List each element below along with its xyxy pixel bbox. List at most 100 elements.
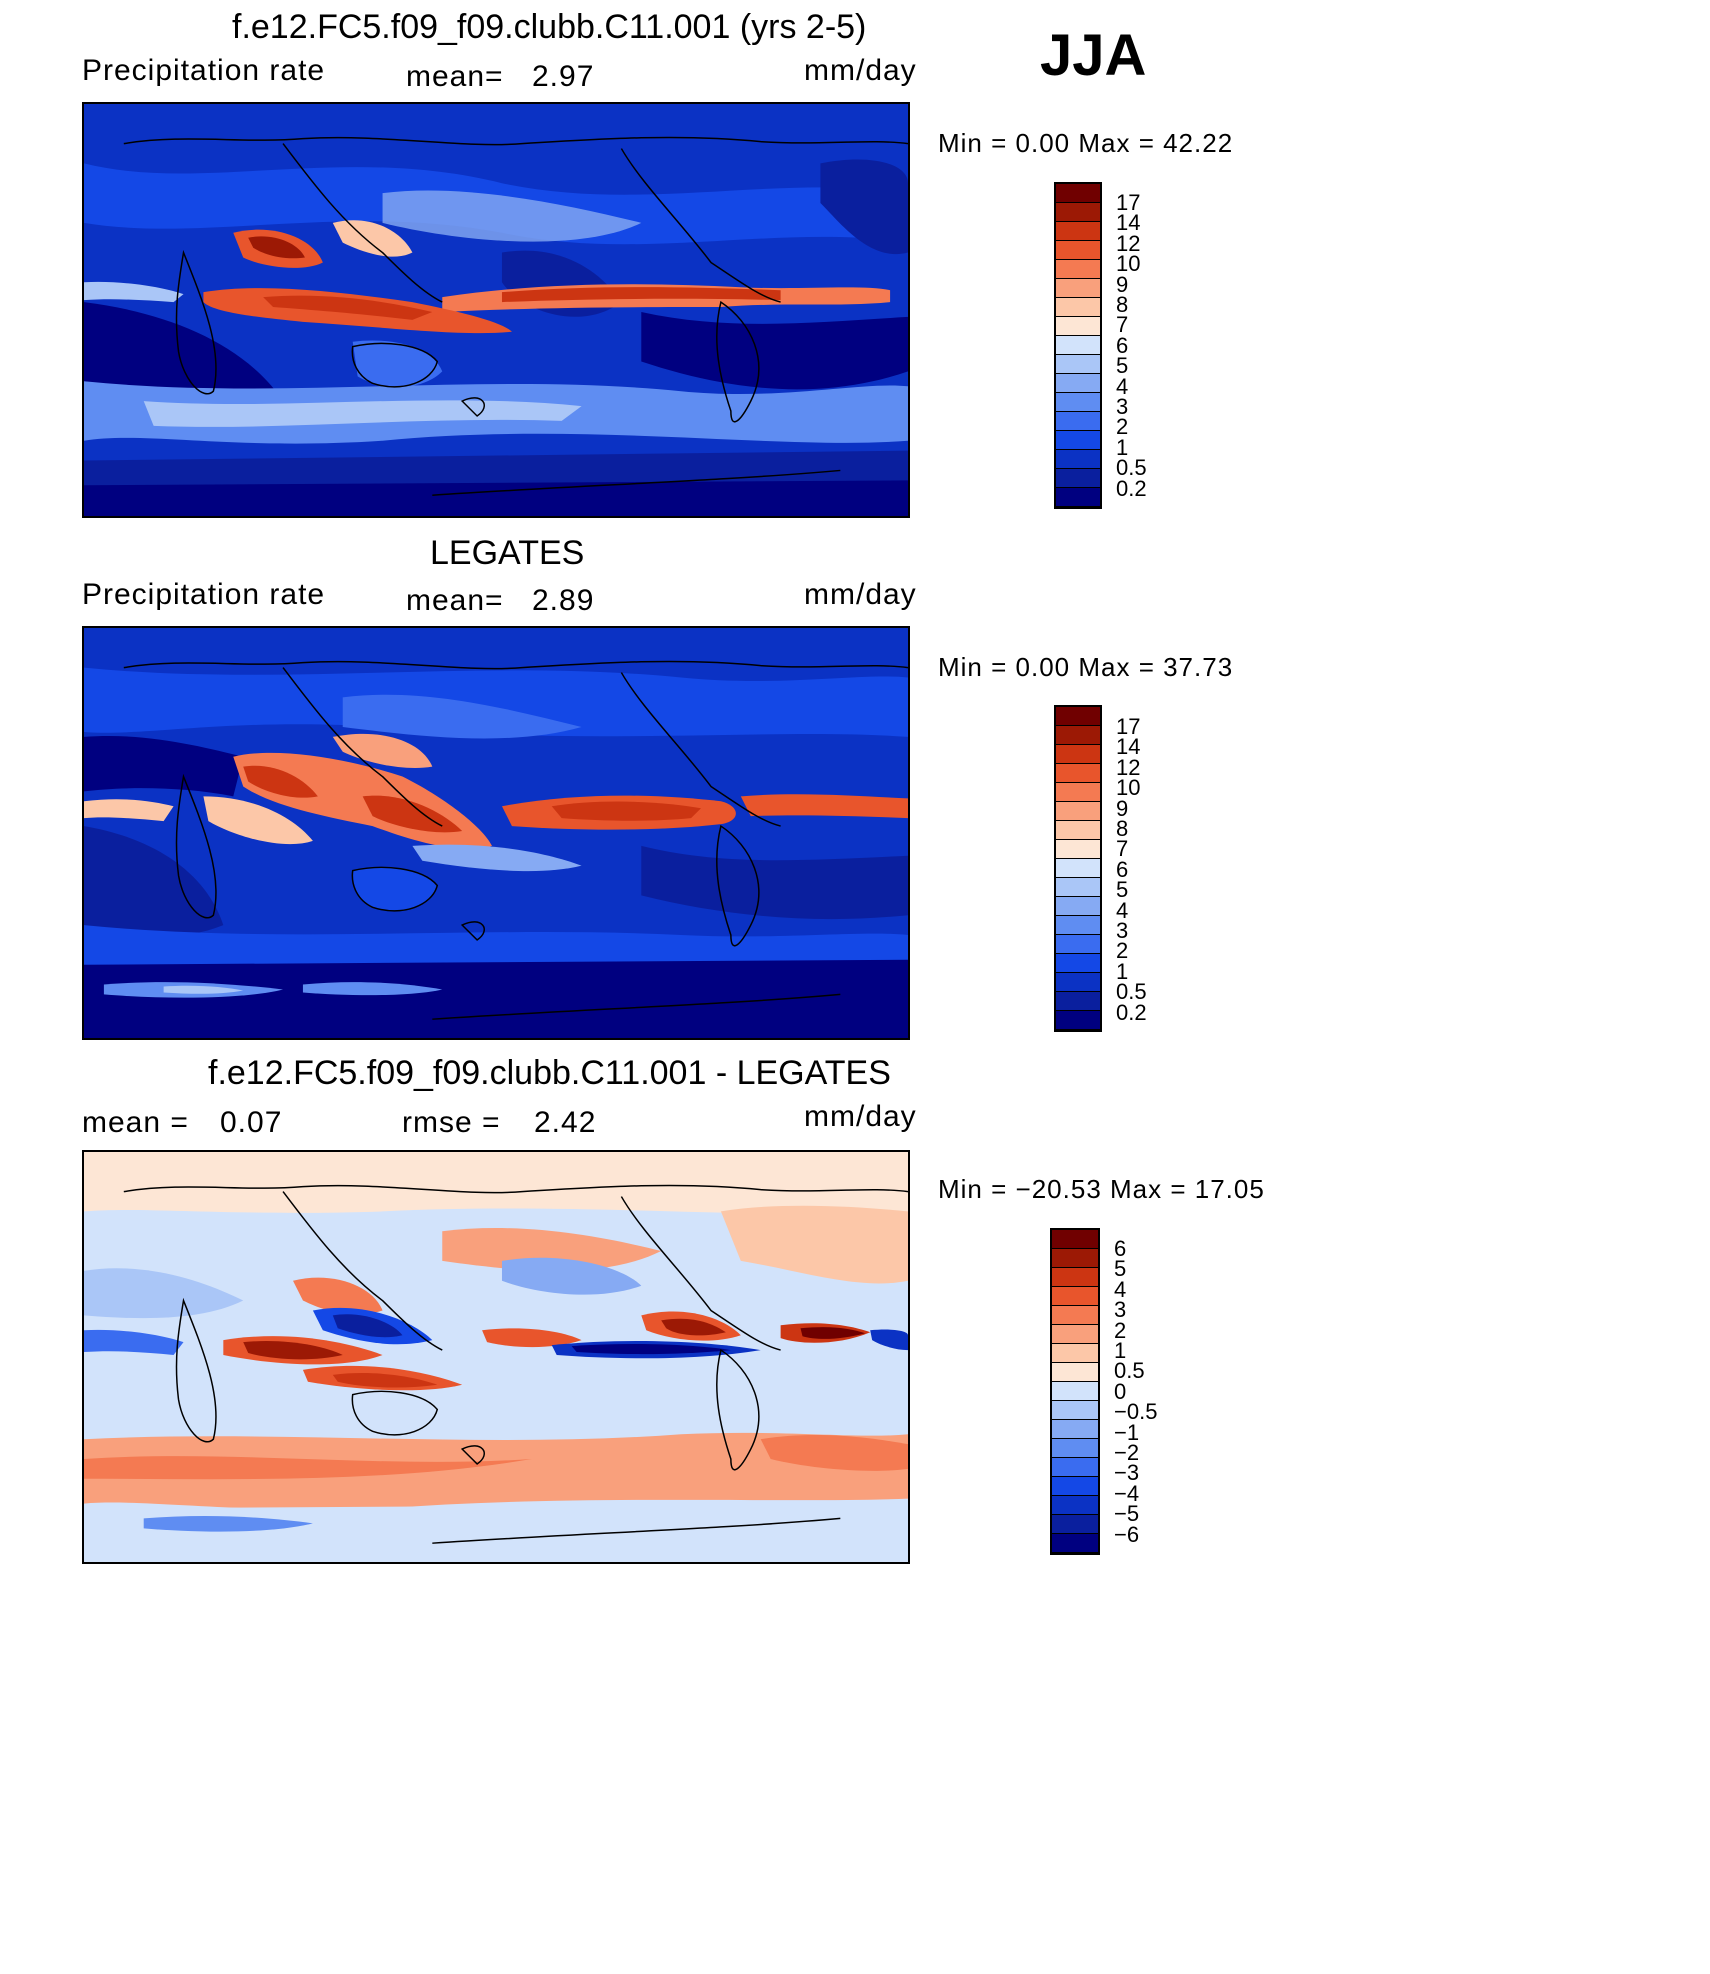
colorbar-tick-label: 8 (1116, 292, 1129, 317)
colorbar-tick-label: 3 (1116, 394, 1129, 419)
colorbar-segment (1056, 336, 1100, 355)
panel-1-mean-value: 2.97 (532, 60, 595, 93)
colorbar-segment (1056, 935, 1100, 954)
colorbar-tick-label: 1 (1114, 1338, 1127, 1363)
colorbar-tick-label: 6 (1114, 1236, 1127, 1261)
colorbar-tick-label: 10 (1116, 775, 1141, 801)
panel-2-mean-label: mean= (406, 584, 504, 617)
colorbar-tick-label: 7 (1116, 312, 1129, 338)
colorbar-segment (1056, 878, 1100, 897)
colorbar-segment (1056, 260, 1100, 279)
panel-3-mean-value: 0.07 (220, 1106, 283, 1139)
panel-2-precip-map (82, 626, 910, 1040)
colorbar-tick-label: −0.5 (1114, 1399, 1158, 1425)
colorbar-segment (1052, 1249, 1098, 1268)
colorbar-segment (1052, 1401, 1098, 1420)
colorbar-tick-label: −2 (1114, 1440, 1140, 1465)
colorbar-tick-label: 8 (1116, 816, 1129, 841)
panel-2-variable-label: Precipitation rate (82, 578, 326, 611)
colorbar-tick-label: 12 (1116, 754, 1141, 780)
colorbar-segment (1056, 954, 1100, 973)
colorbar-segment (1052, 1534, 1098, 1553)
panel-1-colorbar (1054, 182, 1102, 509)
colorbar-segment (1056, 355, 1100, 374)
colorbar-tick-label: 2 (1114, 1317, 1127, 1343)
panel-1-variable-label: Precipitation rate (82, 54, 326, 87)
colorbar-tick-label: 1 (1116, 958, 1129, 984)
panel-3-min-max: Min = −20.53 Max = 17.05 (938, 1174, 1265, 1204)
panel-3-mean-label: mean = (82, 1106, 189, 1139)
colorbar-tick-label: 4 (1116, 373, 1129, 399)
colorbar-segment (1056, 374, 1100, 393)
colorbar-tick-label: 3 (1114, 1297, 1127, 1323)
colorbar-segment (1056, 707, 1100, 726)
colorbar-segment (1056, 897, 1100, 916)
colorbar-tick-label: 5 (1116, 877, 1129, 903)
colorbar-segment (1056, 916, 1100, 935)
colorbar-segment (1052, 1382, 1098, 1401)
colorbar-tick-label: 17 (1116, 714, 1141, 739)
colorbar-segment (1052, 1477, 1098, 1496)
colorbar-segment (1056, 222, 1100, 241)
colorbar-segment (1052, 1287, 1098, 1306)
colorbar-tick-label: 5 (1116, 353, 1129, 379)
colorbar-tick-label: 0 (1114, 1378, 1127, 1404)
colorbar-tick-label: −5 (1114, 1501, 1140, 1527)
colorbar-segment (1056, 745, 1100, 764)
colorbar-segment (1052, 1325, 1098, 1344)
colorbar-segment (1056, 412, 1100, 431)
colorbar-tick-label: 17 (1116, 190, 1141, 215)
colorbar-segment (1052, 1496, 1098, 1515)
colorbar-tick-label: −6 (1114, 1521, 1140, 1547)
colorbar-segment (1056, 203, 1100, 222)
colorbar-segment (1056, 973, 1100, 992)
colorbar-tick-label: 2 (1116, 938, 1129, 964)
colorbar-tick-label: −3 (1114, 1460, 1140, 1486)
colorbar-tick-label: 2 (1116, 414, 1129, 440)
colorbar-segment (1056, 279, 1100, 298)
colorbar-segment (1056, 783, 1100, 802)
colorbar-tick-label: 9 (1116, 795, 1129, 821)
colorbar-segment (1052, 1306, 1098, 1325)
colorbar-tick-label: 7 (1116, 836, 1129, 862)
colorbar-segment (1056, 298, 1100, 317)
colorbar-tick-label: 14 (1116, 210, 1141, 236)
colorbar-tick-label: 6 (1116, 332, 1129, 358)
colorbar-segment (1056, 726, 1100, 745)
colorbar-segment (1056, 488, 1100, 507)
colorbar-segment (1056, 1011, 1100, 1030)
colorbar-segment (1056, 821, 1100, 840)
colorbar-segment (1052, 1458, 1098, 1477)
panel-1-mean-label: mean= (406, 60, 504, 93)
panel-2-colorbar (1054, 705, 1102, 1032)
colorbar-segment (1056, 431, 1100, 450)
colorbar-segment (1056, 764, 1100, 783)
colorbar-tick-label: 5 (1114, 1256, 1127, 1282)
colorbar-tick-label: 6 (1116, 856, 1129, 882)
panel-2-mean-value: 2.89 (532, 584, 595, 617)
colorbar-segment (1052, 1420, 1098, 1439)
panel-3-rmse-label: rmse = (402, 1106, 501, 1139)
colorbar-tick-label: 10 (1116, 251, 1141, 277)
colorbar-segment (1056, 241, 1100, 260)
colorbar-tick-label: 12 (1116, 230, 1141, 256)
colorbar-tick-label: 0.2 (1116, 475, 1147, 501)
colorbar-segment (1052, 1268, 1098, 1287)
panel-3-rmse-value: 2.42 (534, 1106, 597, 1139)
colorbar-segment (1056, 450, 1100, 469)
season-label: JJA (1040, 23, 1147, 88)
colorbar-tick-label: 0.5 (1116, 455, 1147, 481)
panel-3-units: mm/day (804, 1100, 917, 1133)
panel-3-title: f.e12.FC5.f09_f09.clubb.C11.001 - LEGATE… (208, 1054, 891, 1092)
colorbar-segment (1052, 1363, 1098, 1382)
colorbar-segment (1056, 859, 1100, 878)
colorbar-segment (1052, 1230, 1098, 1249)
panel-2-min-max: Min = 0.00 Max = 37.73 (938, 652, 1234, 682)
panel-1-precip-map (82, 102, 910, 518)
colorbar-tick-label: 9 (1116, 271, 1129, 297)
colorbar-segment (1052, 1515, 1098, 1534)
panel-1-units: mm/day (804, 54, 917, 87)
colorbar-tick-label: 0.2 (1116, 999, 1147, 1025)
colorbar-tick-label: 4 (1116, 897, 1129, 923)
colorbar-segment (1056, 317, 1100, 336)
